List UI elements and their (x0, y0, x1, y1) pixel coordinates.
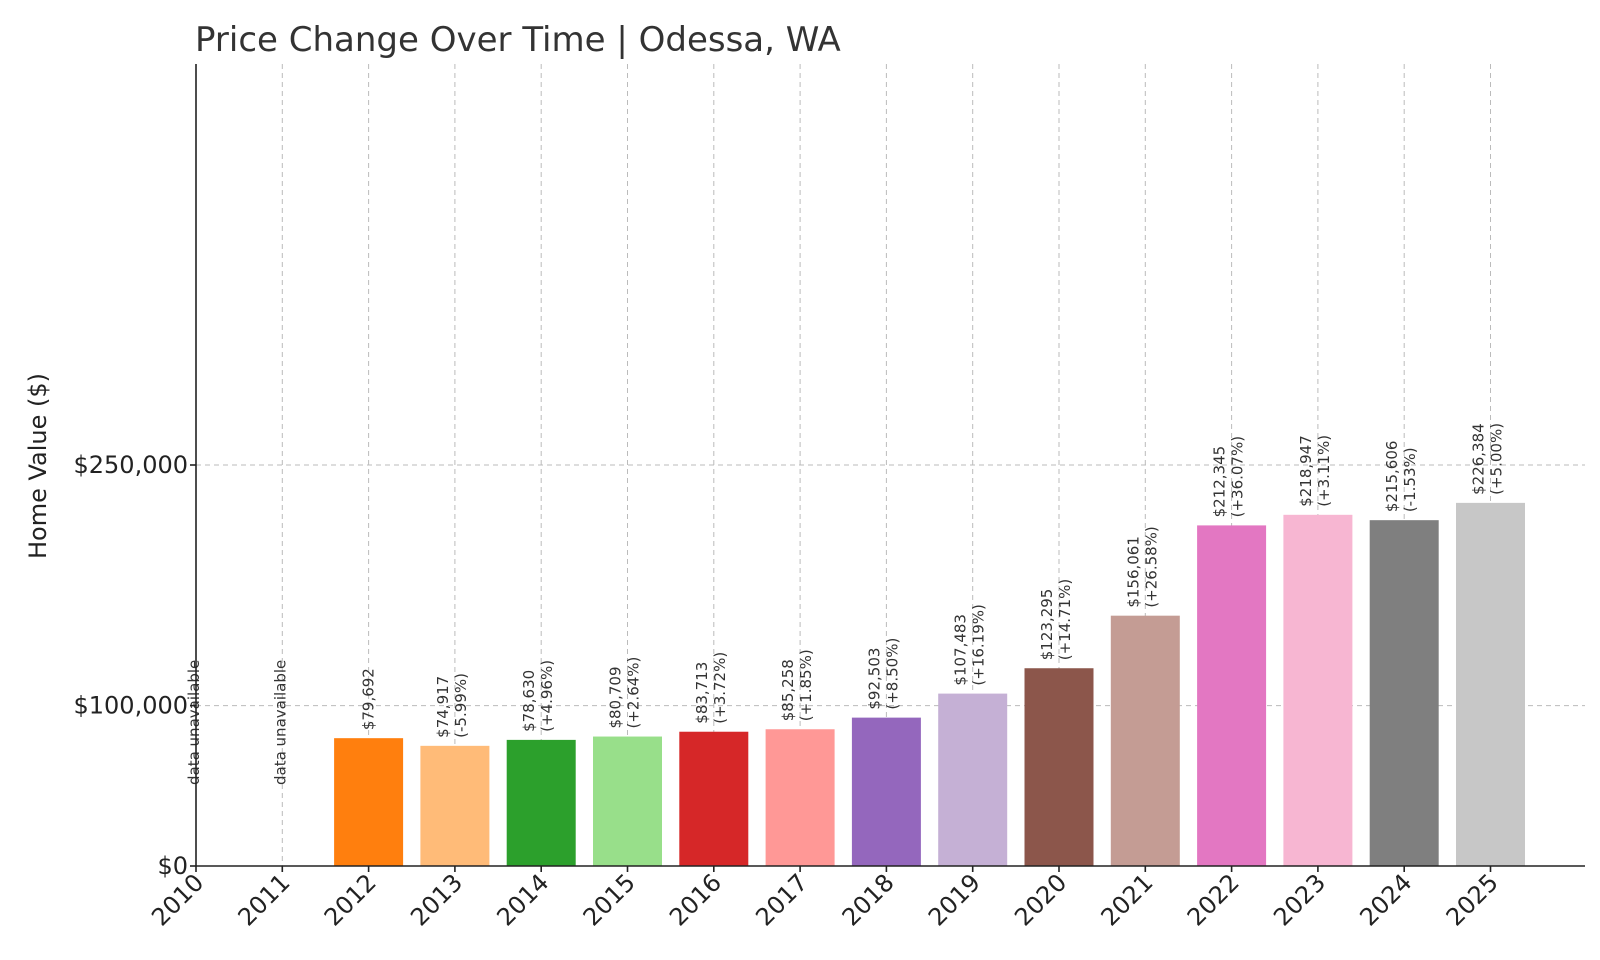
bar-2020 (1024, 668, 1094, 866)
value-label-2023: $218,947 (1297, 435, 1315, 507)
y-tick-label-0: $0 (157, 852, 188, 880)
bar-2015 (593, 736, 662, 866)
bar-labels: data unavailable data unavailable $79,692 $… (185, 423, 1506, 785)
bar-2023 (1283, 514, 1353, 866)
value-label-2014: $78,630 (520, 670, 538, 732)
x-tick-label-2025: 2025 (1441, 868, 1504, 931)
value-label-2013: $74,917 (434, 676, 452, 738)
value-label-2021: $156,061 (1124, 536, 1142, 608)
change-label-2024: (-1.53%) (1401, 447, 1419, 512)
bar-2018 (851, 717, 921, 866)
change-label-2020: (+14.71%) (1056, 579, 1074, 660)
y-tick-label-1: $100,000 (73, 692, 188, 720)
value-label-2017: $85,258 (779, 659, 797, 721)
y-axis-label: Home Value ($) (24, 373, 52, 559)
x-tick-label-2023: 2023 (1268, 868, 1331, 931)
change-label-2014: (+4.96%) (538, 660, 556, 732)
value-label-2024: $215,606 (1383, 441, 1401, 513)
x-tick-label-2011: 2011 (233, 868, 296, 931)
bar-2017 (765, 729, 835, 866)
x-tick-label-2021: 2021 (1096, 868, 1159, 931)
x-tick-label-2024: 2024 (1354, 868, 1417, 931)
change-label-2013: (-5.99%) (452, 673, 470, 738)
change-label-2016: (+3.72%) (711, 652, 729, 724)
x-tick-label-2013: 2013 (405, 868, 468, 931)
bar-2016 (679, 731, 749, 866)
value-label-2019: $107,483 (952, 614, 970, 686)
x-tick-label-2012: 2012 (319, 868, 382, 931)
value-label-2012: $79,692 (360, 668, 378, 730)
bar-2014 (506, 739, 576, 866)
chart-title: Price Change Over Time | Odessa, WA (195, 20, 841, 60)
bar-2012 (334, 738, 404, 866)
x-tick-label-2016: 2016 (664, 868, 727, 931)
unavailable-label-2011: data unavailable (271, 660, 289, 785)
x-tick-label-2014: 2014 (491, 868, 554, 931)
change-label-2018: (+8.50%) (883, 638, 901, 710)
change-label-2017: (+1.85%) (797, 649, 815, 721)
x-tick-label-2018: 2018 (837, 868, 900, 931)
bar-2024 (1369, 520, 1439, 866)
change-label-2025: (+5.00%) (1488, 423, 1506, 495)
change-label-2022: (+36.07%) (1229, 436, 1247, 517)
value-label-2016: $83,713 (693, 662, 711, 724)
change-label-2021: (+26.58%) (1142, 526, 1160, 607)
bars (334, 502, 1525, 866)
value-label-2020: $123,295 (1038, 589, 1056, 661)
bar-2021 (1110, 615, 1180, 866)
bar-2019 (938, 693, 1008, 866)
x-tick-label-2020: 2020 (1009, 868, 1072, 931)
x-tick-label-2015: 2015 (578, 868, 641, 931)
value-label-2015: $80,709 (607, 667, 625, 729)
bar-2013 (420, 745, 490, 866)
value-label-2025: $226,384 (1470, 423, 1488, 495)
change-label-2019: (+16.19%) (970, 604, 988, 685)
change-label-2015: (+2.64%) (625, 657, 643, 729)
y-tick-label-2: $250,000 (73, 451, 188, 479)
change-label-2023: (+3.11%) (1315, 435, 1333, 507)
value-label-2018: $92,503 (865, 648, 883, 710)
bar-2022 (1197, 525, 1267, 866)
x-tick-label-2017: 2017 (750, 868, 813, 931)
value-label-2022: $212,345 (1211, 446, 1229, 518)
bar-2025 (1456, 502, 1525, 866)
unavailable-label-2010: data unavailable (185, 660, 203, 785)
x-tick-label-2019: 2019 (923, 868, 986, 931)
x-tick-label-2022: 2022 (1182, 868, 1245, 931)
